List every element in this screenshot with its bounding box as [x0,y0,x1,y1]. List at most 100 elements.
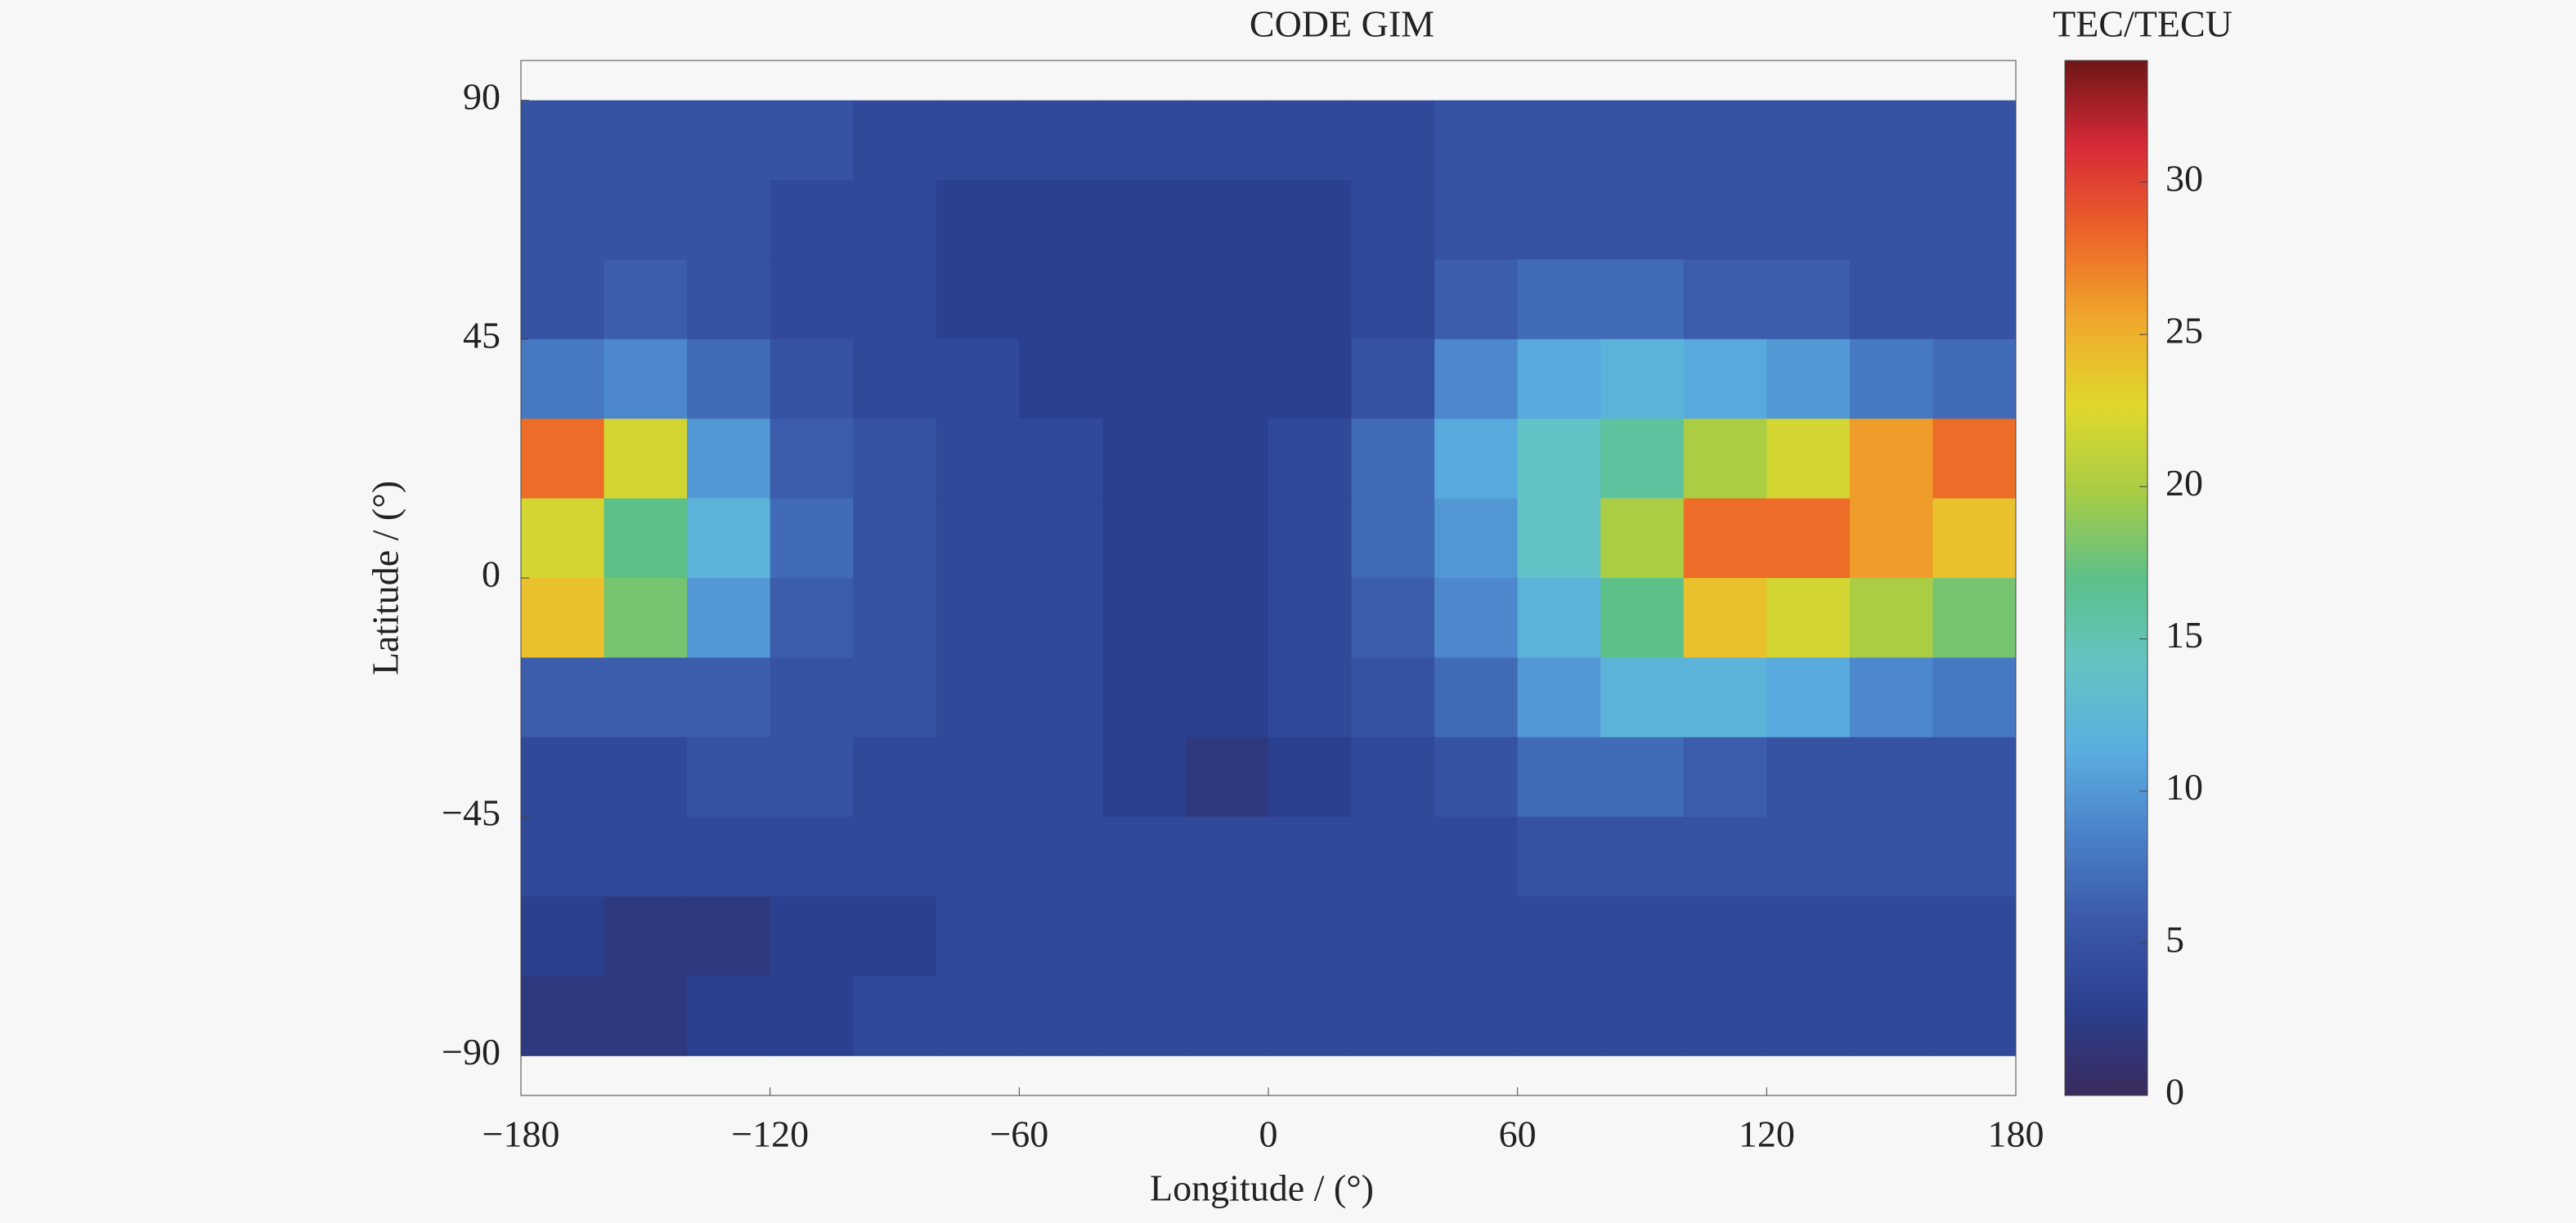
heatmap-cell [1932,817,2017,898]
colorbar [2064,60,2148,1096]
heatmap-cell [936,498,1020,579]
heatmap-cell [1932,657,2017,738]
x-tick-label: −180 [482,1113,560,1155]
heatmap-cell [1268,578,1353,658]
heatmap-cell [604,737,688,818]
heatmap-cell [1268,100,1353,181]
heatmap-cell [521,180,605,260]
heatmap-cell [1600,578,1685,658]
heatmap-cell [687,578,771,658]
heatmap-cell [936,657,1020,738]
heatmap-cell [1766,100,1851,181]
heatmap-cell [1102,338,1186,419]
heatmap-cell [1517,657,1601,738]
heatmap-cell [521,896,605,977]
heatmap-cell [1932,338,2017,419]
heatmap-cell [1351,100,1435,181]
heatmap-cell [1019,338,1103,419]
heatmap-cell [936,419,1020,500]
heatmap-cell [936,180,1020,260]
y-tick-label: 0 [482,553,500,595]
heatmap-cell [1268,259,1353,340]
heatmap-cell [1932,896,2017,977]
colorbar-tick-label: 15 [2165,614,2203,656]
heatmap-cell [1766,657,1851,738]
heatmap-cell [1102,100,1186,181]
heatmap-cell [1849,338,1933,419]
heatmap-cell [1517,578,1601,658]
x-tick-label: 0 [1259,1113,1278,1155]
heatmap-cell [1351,419,1435,500]
heatmap-cell [687,975,771,1056]
heatmap-cell [1766,578,1851,658]
heatmap-cell [853,737,937,818]
x-tick-label: −60 [990,1113,1048,1155]
heatmap-cell [521,498,605,579]
heatmap-cell [1019,100,1103,181]
heatmap-cell [1849,180,1933,260]
heatmap-cell [604,578,688,658]
heatmap-cell [687,498,771,579]
heatmap-cell [1185,817,1269,898]
heatmap-cell [1434,657,1519,738]
heatmap-cell [1019,259,1103,340]
heatmap-cell [1600,657,1685,738]
heatmap-cell [1849,975,1933,1056]
heatmap-cell [1517,896,1601,977]
heatmap-cell [770,259,854,340]
heatmap-cell [936,737,1020,818]
colorbar-tick-label: 25 [2165,310,2203,352]
heatmap-cell [853,419,937,500]
heatmap-cell [1683,975,1767,1056]
heatmap-cell [770,817,854,898]
heatmap-cell [1185,657,1269,738]
heatmap-cell [687,259,771,340]
chart-title: CODE GIM [1250,3,1434,45]
heatmap-cell [1849,578,1933,658]
heatmap-cell [604,975,688,1056]
heatmap-cell [1268,657,1353,738]
heatmap-cell [521,975,605,1056]
heatmap-cell [1600,419,1685,500]
heatmap-cell [1102,817,1186,898]
heatmap-cell [1268,975,1353,1056]
heatmap-cell [936,975,1020,1056]
heatmap-cell [1932,180,2017,260]
heatmap-cell [687,419,771,500]
heatmap-cell [1849,498,1933,579]
heatmap-cell [1434,578,1519,658]
heatmap-cell [1766,259,1851,340]
heatmap-cell [1849,737,1933,818]
heatmap-cell [853,100,937,181]
heatmap-cell [1932,419,2017,500]
heatmap-cell [1683,498,1767,579]
heatmap-cell [936,578,1020,658]
heatmap-cell [1102,657,1186,738]
heatmap-cell [936,338,1020,419]
heatmap-cell [1351,817,1435,898]
heatmap-cell [1766,896,1851,977]
heatmap-cell [1102,498,1186,579]
y-tick-label: 45 [463,314,500,356]
heatmap-cell [1268,817,1353,898]
heatmap-cell [1517,419,1601,500]
heatmap-cell [1019,817,1103,898]
heatmap-cell [1185,498,1269,579]
heatmap-cell [604,896,688,977]
heatmap-cell [853,180,937,260]
colorbar-label: TEC/TECU [2053,3,2233,45]
heatmap-cell [521,817,605,898]
heatmap-cell [521,259,605,340]
y-axis-label: Latitude / (°) [365,481,406,675]
heatmap-cell [1849,419,1933,500]
heatmap-cell [1517,180,1601,260]
heatmap-cell [1600,338,1685,419]
heatmap-cell [604,419,688,500]
heatmap-cell [1102,896,1186,977]
heatmap-cell [1019,896,1103,977]
heatmap-cell [1185,975,1269,1056]
heatmap-cell [770,657,854,738]
heatmap-cell [604,338,688,419]
heatmap-cell [1102,578,1186,658]
heatmap-cell [604,498,688,579]
